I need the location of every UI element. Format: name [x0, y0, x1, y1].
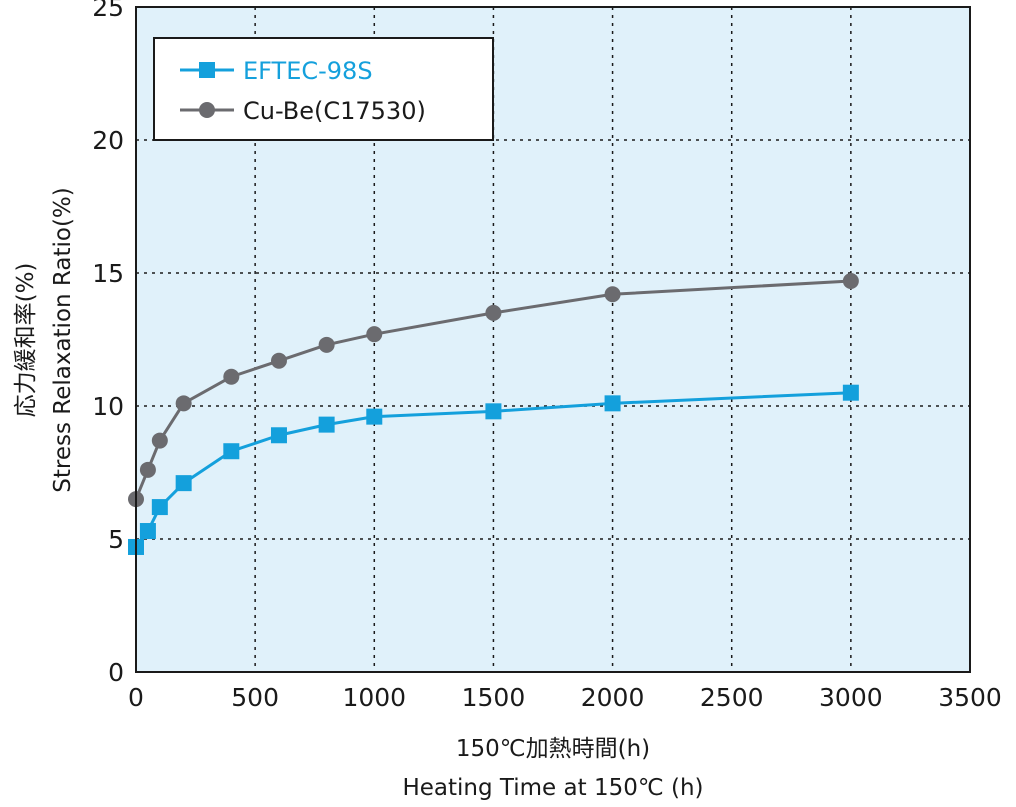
x-axis-title-en: Heating Time at 150℃ (h) — [402, 775, 703, 801]
data-point — [485, 403, 502, 420]
data-point — [223, 368, 240, 385]
series-layer — [128, 272, 859, 555]
data-point — [604, 286, 621, 303]
data-point — [175, 475, 192, 492]
x-tick-label: 1000 — [342, 683, 406, 712]
legend-label-eftec: EFTEC-98S — [243, 57, 373, 85]
plot-frame — [135, 6, 971, 673]
data-point — [318, 336, 335, 353]
data-point — [139, 523, 156, 540]
x-tick-label: 500 — [231, 683, 279, 712]
y-axis-title-jp: 応力緩和率(%) — [13, 263, 39, 418]
data-point — [842, 272, 859, 289]
legend: EFTEC-98S Cu-Be(C17530) — [153, 37, 494, 141]
y-tick-label: 10 — [92, 392, 124, 421]
data-point — [485, 304, 502, 321]
data-point — [270, 352, 287, 369]
series-1 — [128, 272, 859, 508]
data-point — [139, 461, 156, 478]
y-tick-label: 5 — [108, 525, 124, 554]
y-tick-label: 0 — [108, 658, 124, 687]
legend-marker-cube — [199, 102, 215, 118]
data-point — [318, 416, 335, 433]
data-point — [223, 443, 240, 460]
x-tick-label: 0 — [128, 683, 144, 712]
y-axis-title-en: Stress Relaxation Ratio(%) — [50, 187, 76, 493]
data-point — [366, 408, 383, 425]
x-tick-label: 2500 — [700, 683, 764, 712]
y-tick-label: 25 — [92, 0, 124, 22]
x-tick-label: 1500 — [462, 683, 526, 712]
y-tick-labels: 0 5 10 15 20 25 — [92, 0, 124, 687]
x-tick-label: 2000 — [581, 683, 645, 712]
data-point — [175, 395, 192, 412]
data-point — [270, 427, 287, 444]
series-0 — [128, 384, 859, 555]
x-tick-labels: 0 500 1000 1500 2000 2500 3000 3500 — [128, 683, 1002, 712]
y-tick-label: 20 — [92, 126, 124, 155]
x-axis-title-jp: 150℃加熱時間(h) — [456, 736, 650, 762]
data-point — [151, 499, 168, 516]
data-point — [604, 395, 621, 412]
x-tick-label: 3500 — [938, 683, 1002, 712]
data-point — [151, 432, 168, 449]
data-point — [366, 326, 383, 343]
legend-label-cube: Cu-Be(C17530) — [243, 97, 426, 125]
legend-box — [153, 37, 494, 141]
y-tick-label: 15 — [92, 259, 124, 288]
data-point — [842, 384, 859, 401]
legend-marker-eftec — [199, 62, 215, 78]
x-tick-label: 3000 — [819, 683, 883, 712]
